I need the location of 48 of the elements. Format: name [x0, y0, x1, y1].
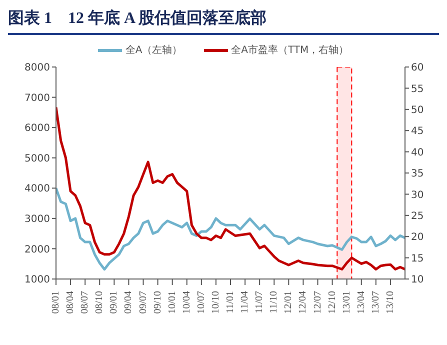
y-tick-label: 8000 [24, 62, 50, 74]
x-tick-label: 09/10 [152, 291, 164, 314]
y-tick-label: 3000 [24, 214, 50, 225]
line-series [56, 106, 405, 270]
legend-label: 全A（左轴） [125, 44, 182, 57]
x-tick-label: 09/07 [138, 291, 149, 314]
x-tick-label: 09/04 [123, 291, 134, 314]
y-tick-label: 1000 [24, 274, 50, 286]
y2-tick-label: 35 [411, 168, 424, 180]
y2-tick-label: 20 [411, 232, 424, 244]
x-tick-label: 08/07 [80, 291, 91, 314]
y2-tick-label: 45 [411, 126, 424, 138]
x-tick-label: 13/07 [370, 291, 382, 314]
y-tick-label: 2000 [24, 244, 50, 256]
y2-tick-label: 30 [411, 190, 424, 201]
y-tick-label: 5000 [24, 153, 50, 164]
x-tick-label: 08/01 [50, 291, 62, 314]
y2-tick-label: 10 [411, 274, 424, 286]
x-tick-label: 10/01 [166, 291, 178, 314]
x-tick-label: 12/04 [298, 291, 309, 314]
x-tick-label: 10/07 [196, 291, 207, 314]
y-tick-label: 7000 [24, 92, 50, 104]
y2-tick-label: 60 [411, 62, 424, 74]
x-tick-label: 13/01 [341, 291, 352, 314]
x-tick-label: 11/07 [254, 291, 266, 314]
x-tick-label: 11/10 [268, 291, 280, 314]
x-tick-label: 08/10 [94, 291, 106, 314]
x-tick-label: 13/04 [356, 291, 367, 314]
line-series [56, 186, 405, 271]
y-tick-label: 6000 [24, 123, 50, 134]
y2-tick-label: 50 [411, 104, 424, 116]
x-tick-label: 13/10 [384, 291, 396, 314]
x-tick-label: 10/10 [210, 291, 222, 314]
x-tick-label: 12/01 [283, 291, 294, 314]
y-tick-label: 4000 [24, 184, 50, 195]
legend-label: 全A市盈率（TTM，右轴） [231, 44, 349, 57]
x-tick-label: 12/10 [326, 291, 338, 314]
y2-tick-label: 40 [411, 147, 424, 158]
y2-tick-label: 25 [411, 210, 424, 222]
x-tick-label: 08/04 [65, 291, 76, 314]
chart-title: 图表 1 12 年底 A 股估值回落至底部 [8, 8, 439, 35]
x-tick-label: 09/01 [108, 291, 120, 314]
x-tick-label: 10/04 [181, 291, 192, 314]
y2-tick-label: 15 [411, 253, 424, 264]
x-tick-label: 11/01 [225, 291, 236, 314]
x-tick-label: 12/07 [312, 291, 324, 314]
y2-tick-label: 55 [411, 84, 424, 95]
x-tick-label: 11/04 [240, 291, 251, 314]
